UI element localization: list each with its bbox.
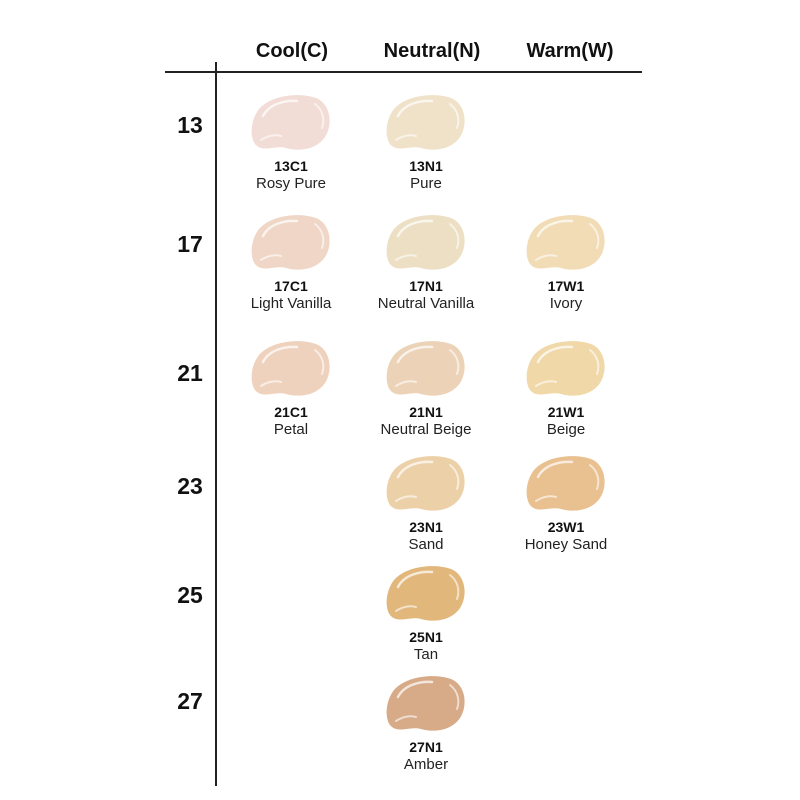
swatch-blob-icon: [386, 456, 465, 511]
shade-name: Tan: [413, 646, 439, 663]
shade-swatch-23n1: 23N1 Sand: [356, 453, 496, 553]
swatch-blob-icon: [386, 676, 465, 731]
shade-code: 27N1: [409, 739, 443, 755]
column-header-neutral: Neutral(N): [383, 40, 481, 62]
shade-code: 23N1: [409, 519, 443, 535]
shade-swatch-21c1: 21C1 Petal: [221, 338, 361, 438]
swatch-blob-icon: [386, 95, 465, 150]
swatch-blob-icon: [386, 215, 465, 270]
shade-code: 13C1: [274, 158, 308, 174]
shade-name: Ivory: [549, 295, 583, 312]
shade-name: Amber: [403, 756, 449, 773]
shade-code: 21N1: [409, 404, 443, 420]
shade-code: 25N1: [409, 629, 443, 645]
swatch-blob-icon: [526, 456, 605, 511]
swatch-blob-icon: [386, 341, 465, 396]
shade-swatch-23w1: 23W1 Honey Sand: [496, 453, 636, 553]
shade-code: 21W1: [547, 404, 585, 420]
shade-code: 17W1: [547, 278, 585, 294]
shade-name: Rosy Pure: [255, 175, 327, 192]
shade-code: 23W1: [547, 519, 585, 535]
shade-swatch-27n1: 27N1 Amber: [356, 673, 496, 773]
swatch-blob-icon: [526, 341, 605, 396]
shade-swatch-25n1: 25N1 Tan: [356, 563, 496, 663]
shade-name: Neutral Beige: [380, 421, 472, 438]
row-header-21: 21: [177, 360, 203, 386]
shade-code: 21C1: [274, 404, 308, 420]
swatch-blob-icon: [251, 95, 330, 150]
row-header-17: 17: [177, 231, 203, 257]
shade-swatch-17w1: 17W1 Ivory: [496, 212, 636, 312]
column-header-cool: Cool(C): [255, 40, 329, 62]
row-divider: [215, 62, 217, 786]
shade-swatch-21n1: 21N1 Neutral Beige: [356, 338, 496, 438]
shade-name: Sand: [408, 536, 444, 553]
shade-name: Honey Sand: [524, 536, 608, 553]
shade-name: Beige: [546, 421, 586, 438]
row-header-27: 27: [177, 688, 203, 714]
shade-code: 13N1: [409, 158, 443, 174]
shade-name: Neutral Vanilla: [377, 295, 475, 312]
shade-name: Light Vanilla: [250, 295, 332, 312]
swatch-blob-icon: [526, 215, 605, 270]
shade-code: 17C1: [274, 278, 308, 294]
row-header-23: 23: [177, 473, 203, 499]
swatch-blob-icon: [386, 566, 465, 621]
shade-swatch-13n1: 13N1 Pure: [356, 92, 496, 192]
shade-swatch-21w1: 21W1 Beige: [496, 338, 636, 438]
shade-swatch-17c1: 17C1 Light Vanilla: [221, 212, 361, 312]
swatch-blob-icon: [251, 215, 330, 270]
shade-name: Petal: [273, 421, 309, 438]
shade-code: 17N1: [409, 278, 443, 294]
row-header-25: 25: [177, 582, 203, 608]
swatch-blob-icon: [251, 341, 330, 396]
header-divider: [165, 71, 642, 73]
column-header-warm: Warm(W): [526, 40, 614, 62]
shade-swatch-13c1: 13C1 Rosy Pure: [221, 92, 361, 192]
row-header-13: 13: [177, 112, 203, 138]
shade-swatch-17n1: 17N1 Neutral Vanilla: [356, 212, 496, 312]
shade-name: Pure: [410, 175, 442, 192]
